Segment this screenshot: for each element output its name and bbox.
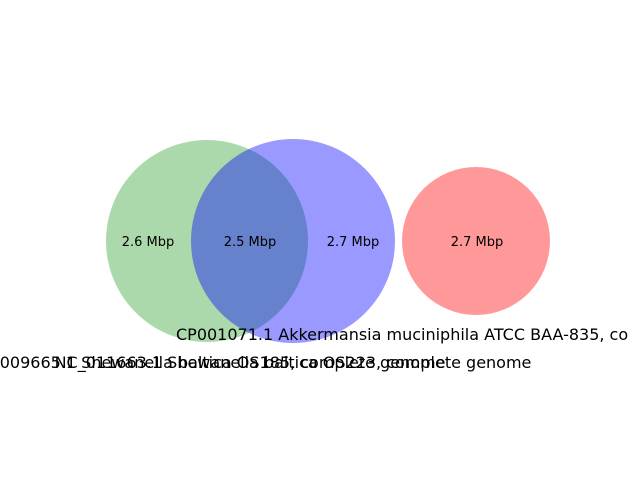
- set-circle-c: [402, 167, 550, 315]
- region-a-b-overlap-label: 2.5 Mbp: [224, 235, 277, 250]
- set-circle-b: [191, 139, 395, 343]
- set-a-label: NC_009665.1 Shewanella baltica OS185, co…: [0, 353, 445, 373]
- set-c-label: CP001071.1 Akkermansia muciniphila ATCC …: [176, 325, 628, 344]
- set-circle-a: [106, 140, 308, 342]
- set-b-label: NC_011663.1 Shewanella baltica OS223, co…: [55, 353, 532, 373]
- region-c-only-label: 2.7 Mbp: [451, 235, 504, 250]
- region-b-only-label: 2.7 Mbp: [327, 235, 380, 250]
- region-a-only-label: 2.6 Mbp: [122, 235, 175, 250]
